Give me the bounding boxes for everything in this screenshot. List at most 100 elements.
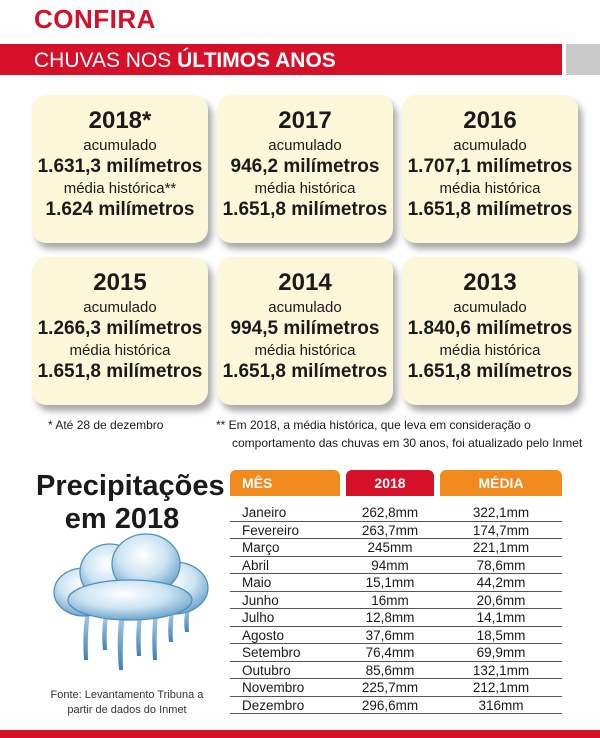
card-hist-label: média histórica [439, 180, 541, 197]
historical-cell: 132,1mm [472, 662, 530, 678]
subtitle-bar-red [0, 44, 562, 75]
table-row: Novembro 225,7mm 212,1mm [230, 679, 562, 697]
card-year: 2016 [463, 107, 517, 134]
month-cell: Setembro [242, 645, 301, 660]
card-2017: 2017 acumulado 946,2 milímetros média hi… [217, 95, 393, 243]
card-hist-label: média histórica** [63, 180, 177, 197]
value-2018-cell: 37,6mm [365, 627, 415, 643]
card-acc-label: acumulado [83, 299, 157, 316]
rain-drops [83, 608, 190, 670]
value-2018-cell: 85,6mm [365, 662, 415, 678]
table-row: Dezembro 296,6mm 316mm [230, 697, 562, 714]
historical-cell: 78,6mm [476, 557, 526, 573]
card-year: 2015 [93, 269, 147, 296]
card-acc-value: 994,5 milímetros [230, 318, 380, 339]
table-row: Setembro 76,4mm 69,9mm [230, 644, 562, 662]
value-2018-cell: 76,4mm [365, 645, 415, 660]
value-2018-cell: 245mm [367, 540, 413, 555]
bottom-bar [0, 730, 600, 738]
month-cell: Julho [242, 610, 275, 625]
subtitle-bar-grey [566, 44, 600, 75]
rain-cloud-icon [53, 533, 209, 670]
month-cell: Abril [242, 557, 270, 573]
historical-cell: 44,2mm [476, 575, 526, 590]
precipitation-title-line2: em 2018 [64, 503, 180, 535]
value-2018-cell: 12,8mm [365, 610, 415, 625]
value-2018-cell: 263,7mm [361, 522, 419, 538]
value-2018-cell: 15,1mm [365, 575, 415, 590]
historical-cell: 14,1mm [476, 610, 526, 625]
card-hist-value: 1.651,8 milímetros [222, 199, 388, 220]
card-2014: 2014 acumulado 994,5 milímetros média hi… [217, 257, 393, 405]
card-acc-value: 946,2 milímetros [230, 156, 380, 177]
footnote-1: * Até 28 de dezembro [48, 418, 164, 432]
precipitation-title-line1: Precipitações [36, 470, 225, 502]
card-hist-value: 1.651,8 milímetros [222, 361, 388, 382]
card-acc-value: 1.266,3 milímetros [37, 318, 203, 339]
cloud-shape [53, 533, 209, 621]
card-acc-label: acumulado [453, 137, 527, 154]
month-cell: Junho [242, 592, 279, 608]
source-line1: Fonte: Levantamento Tribuna a [50, 689, 204, 701]
value-2018-cell: 262,8mm [361, 505, 419, 520]
footnote-2-line2: comportamento das chuvas em 30 anos, foi… [232, 436, 583, 450]
table-row: Maio 15,1mm 44,2mm [230, 574, 562, 592]
card-2013: 2013 acumulado 1.840,6 milímetros média … [402, 257, 578, 405]
historical-cell: 69,9mm [476, 645, 526, 660]
historical-cell: 18,5mm [476, 627, 526, 643]
historical-cell: 316mm [478, 697, 524, 713]
month-cell: Outubro [242, 662, 291, 678]
table-row: Fevereiro 263,7mm 174,7mm [230, 522, 562, 539]
card-acc-label: acumulado [83, 137, 157, 154]
card-hist-label: média histórica [439, 342, 541, 359]
value-2018-cell: 225,7mm [361, 680, 419, 695]
historical-cell: 221,1mm [472, 540, 530, 555]
card-acc-value: 1.840,6 milímetros [407, 318, 573, 339]
table-row: Março 245mm 221,1mm [230, 539, 562, 557]
source-line2: partir de dados do Inmet [67, 704, 187, 716]
card-2015: 2015 acumulado 1.266,3 milímetros média … [32, 257, 208, 405]
card-hist-value: 1.651,8 milímetros [407, 361, 573, 382]
card-year: 2017 [278, 107, 332, 134]
page-title: CONFIRA [34, 4, 156, 34]
table-row: Agosto 37,6mm 18,5mm [230, 627, 562, 644]
subtitle: CHUVAS NOS ÚLTIMOS ANOS [34, 49, 336, 73]
table-header-historical: MÉDIA HISTÓRICA [440, 470, 562, 517]
subtitle-bold: ÚLTIMOS ANOS [177, 49, 336, 72]
card-hist-label: média histórica [69, 342, 171, 359]
card-acc-label: acumulado [268, 137, 342, 154]
source-credit: Fonte: Levantamento Tribuna a partir de … [40, 688, 214, 718]
footnote-2-line1: ** Em 2018, a média histórica, que leva … [216, 418, 531, 432]
historical-cell: 212,1mm [472, 680, 530, 695]
card-acc-value: 1.707,1 milímetros [407, 156, 573, 177]
table-header-2018: 2018 [346, 470, 434, 496]
table-row: Junho 16mm 20,6mm [230, 592, 562, 609]
month-cell: Março [242, 540, 280, 555]
card-2016: 2016 acumulado 1.707,1 milímetros média … [402, 95, 578, 243]
value-2018-cell: 16mm [371, 592, 409, 608]
value-2018-cell: 296,6mm [361, 697, 419, 713]
card-hist-label: média histórica [254, 342, 356, 359]
month-cell: Maio [242, 575, 272, 590]
card-year: 2013 [463, 269, 517, 296]
month-cell: Dezembro [242, 697, 305, 713]
card-hist-value: 1.651,8 milímetros [407, 199, 573, 220]
historical-cell: 322,1mm [472, 505, 530, 520]
card-acc-label: acumulado [268, 299, 342, 316]
card-hist-value: 1.651,8 milímetros [37, 361, 203, 382]
precipitation-title: Precipitações em 2018 [36, 470, 225, 536]
card-2018: 2018* acumulado 1.631,3 milímetros média… [32, 95, 208, 243]
table-header-month: MÊS [230, 470, 340, 496]
month-cell: Fevereiro [242, 522, 300, 538]
table-row: Abril 94mm 78,6mm [230, 557, 562, 574]
precipitation-table: Janeiro 262,8mm 322,1mm Fevereiro 263,7mm 17… [230, 504, 562, 714]
historical-cell: 20,6mm [476, 592, 526, 608]
historical-cell: 174,7mm [472, 522, 530, 538]
card-year: 2018* [88, 107, 152, 134]
subtitle-bar: CHUVAS NOS ÚLTIMOS ANOS [0, 44, 600, 75]
card-hist-value: 1.624 milímetros [45, 199, 195, 220]
table-row: Janeiro 262,8mm 322,1mm [230, 504, 562, 522]
card-acc-value: 1.631,3 milímetros [37, 156, 203, 177]
card-hist-label: média histórica [254, 180, 356, 197]
month-cell: Janeiro [242, 505, 287, 520]
